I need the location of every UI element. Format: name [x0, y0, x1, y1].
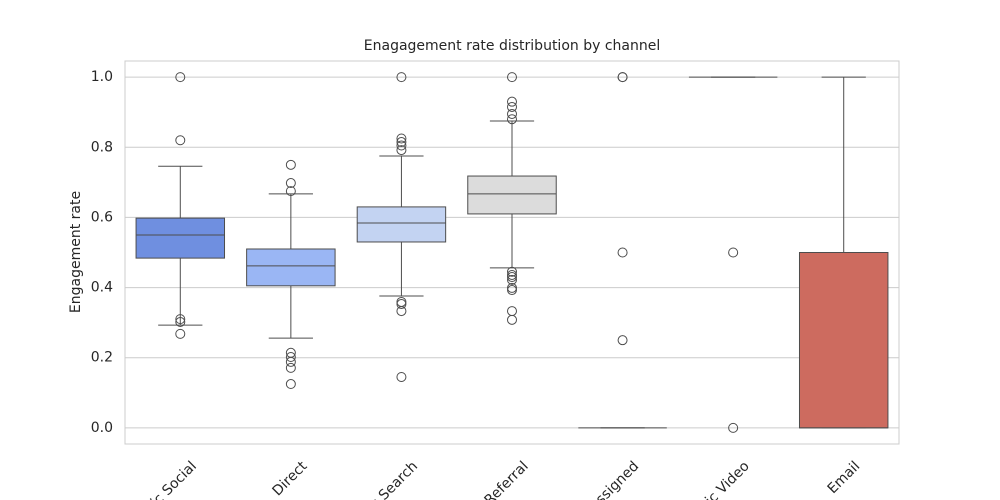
outlier — [285, 186, 296, 197]
box — [135, 217, 226, 259]
x-tick-label: Unassigned — [573, 458, 642, 500]
outlier — [175, 316, 186, 327]
outlier — [507, 101, 517, 112]
y-tick-label: 0.2 — [91, 350, 113, 366]
outlier — [396, 299, 407, 310]
outlier — [175, 135, 186, 146]
y-tick-label: 0.6 — [91, 209, 113, 225]
x-tick-label: Referral — [481, 458, 531, 500]
outlier — [617, 72, 628, 83]
chart-title: Enagagement rate distribution by channel — [364, 38, 660, 54]
y-tick-label: 0.0 — [91, 420, 113, 436]
outlier — [396, 72, 407, 83]
outlier — [507, 285, 517, 296]
outlier — [396, 296, 407, 307]
outlier — [285, 352, 296, 363]
outlier — [507, 108, 517, 119]
x-tick-label: Organic Video — [672, 458, 753, 500]
outlier — [507, 114, 517, 125]
box — [798, 252, 889, 429]
outlier — [285, 178, 296, 189]
outlier — [175, 328, 186, 339]
outlier — [728, 247, 739, 258]
x-tick-label: Organic Social — [118, 458, 200, 500]
plot-frame — [124, 60, 900, 445]
outlier — [396, 137, 407, 148]
outlier — [507, 274, 517, 285]
x-tick-label: Direct — [270, 458, 311, 499]
outlier — [507, 96, 517, 107]
box — [467, 175, 557, 215]
box — [246, 248, 336, 287]
outlier — [396, 133, 407, 144]
outlier — [285, 379, 296, 390]
y-tick-label: 0.4 — [91, 280, 113, 296]
outlier — [507, 272, 517, 283]
outlier — [175, 314, 186, 325]
y-tick-label: 1.0 — [91, 69, 113, 85]
box — [356, 206, 447, 243]
outlier — [507, 314, 517, 325]
outlier — [285, 159, 296, 170]
outlier — [285, 362, 296, 373]
outlier — [507, 266, 517, 277]
x-tick-label: Organic Search — [334, 458, 421, 500]
y-tick-label: 0.8 — [91, 139, 113, 155]
outlier — [728, 422, 739, 433]
outlier — [396, 145, 407, 156]
outlier — [507, 72, 517, 83]
outlier — [396, 372, 407, 383]
outlier — [396, 306, 407, 317]
outlier — [617, 335, 628, 346]
outlier — [175, 72, 186, 83]
outlier — [617, 247, 628, 258]
y-axis-label: Engagement rate — [68, 191, 84, 313]
x-tick-label: Email — [825, 458, 864, 497]
outlier — [396, 140, 407, 151]
outlier — [285, 356, 296, 367]
outlier — [507, 306, 517, 317]
